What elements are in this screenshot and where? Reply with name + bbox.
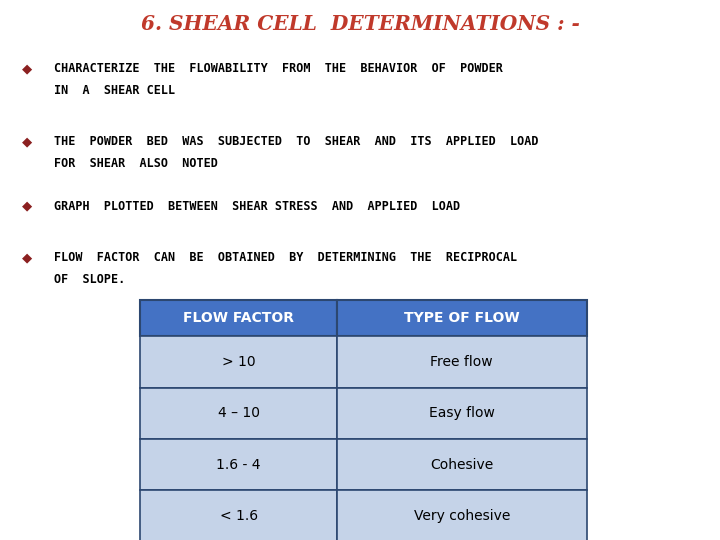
Text: 1.6 - 4: 1.6 - 4 (216, 458, 261, 471)
Text: > 10: > 10 (222, 355, 256, 369)
Bar (140, 388, 337, 439)
Text: OF  SLOPE.: OF SLOPE. (54, 273, 125, 286)
Text: FLOW FACTOR: FLOW FACTOR (183, 311, 294, 325)
Text: CHARACTERIZE  THE  FLOWABILITY  FROM  THE  BEHAVIOR  OF  POWDER: CHARACTERIZE THE FLOWABILITY FROM THE BE… (54, 62, 503, 75)
Text: TYPE OF FLOW: TYPE OF FLOW (404, 311, 520, 325)
Bar (337, 439, 587, 490)
Bar (337, 300, 587, 336)
Bar (337, 388, 587, 439)
Text: Free flow: Free flow (431, 355, 493, 369)
Text: ◆: ◆ (22, 135, 32, 148)
Bar (140, 300, 337, 336)
Bar (140, 490, 337, 540)
Bar (140, 439, 337, 490)
Text: < 1.6: < 1.6 (220, 509, 258, 523)
Bar (140, 336, 337, 388)
Text: 6. SHEAR CELL  DETERMINATIONS : -: 6. SHEAR CELL DETERMINATIONS : - (140, 14, 580, 33)
Bar (337, 490, 587, 540)
Text: Easy flow: Easy flow (429, 407, 495, 420)
Text: 4 – 10: 4 – 10 (217, 407, 260, 420)
Text: ◆: ◆ (22, 251, 32, 264)
Text: ◆: ◆ (22, 62, 32, 75)
Text: ◆: ◆ (22, 200, 32, 213)
Text: Very cohesive: Very cohesive (413, 509, 510, 523)
Text: IN  A  SHEAR CELL: IN A SHEAR CELL (54, 84, 175, 97)
Text: THE  POWDER  BED  WAS  SUBJECTED  TO  SHEAR  AND  ITS  APPLIED  LOAD: THE POWDER BED WAS SUBJECTED TO SHEAR AN… (54, 135, 539, 148)
Text: Cohesive: Cohesive (430, 458, 493, 471)
Text: FLOW  FACTOR  CAN  BE  OBTAINED  BY  DETERMINING  THE  RECIPROCAL: FLOW FACTOR CAN BE OBTAINED BY DETERMINI… (54, 251, 517, 264)
Text: GRAPH  PLOTTED  BETWEEN  SHEAR STRESS  AND  APPLIED  LOAD: GRAPH PLOTTED BETWEEN SHEAR STRESS AND A… (54, 200, 460, 213)
Bar (337, 336, 587, 388)
Text: FOR  SHEAR  ALSO  NOTED: FOR SHEAR ALSO NOTED (54, 157, 218, 170)
